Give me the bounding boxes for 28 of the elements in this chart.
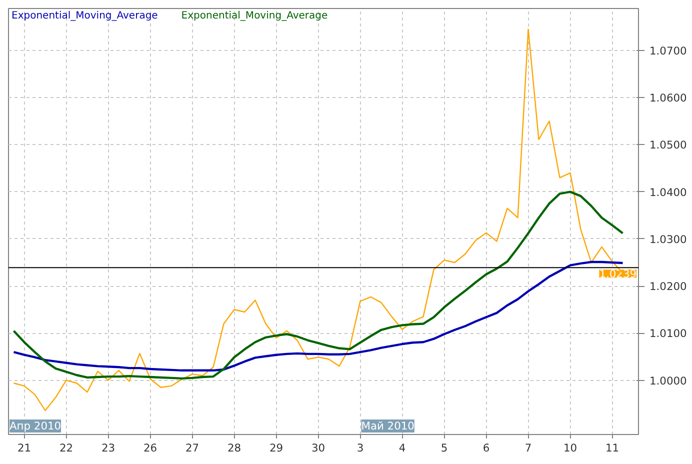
x-tick-label: 27	[185, 442, 200, 454]
y-tick-label: 1.0600	[650, 92, 688, 105]
x-tick-label: 21	[17, 442, 32, 454]
x-tick-label: 4	[398, 442, 406, 454]
y-tick-label: 1.0700	[650, 44, 688, 58]
y-tick-label: 1.0500	[650, 138, 688, 152]
text: Exponential_Moving_Average	[181, 10, 328, 22]
y-tick-label: 1.0400	[650, 186, 688, 199]
x-tick-label: 5	[440, 442, 448, 454]
annotation: Апр 2010	[10, 420, 62, 432]
x-tick-label: 7	[524, 442, 532, 454]
x-tick-label: 11	[605, 442, 620, 454]
x-tick-label: 29	[269, 442, 284, 454]
x-tick-label: 30	[311, 442, 326, 454]
y-tick-label: 1.0000	[650, 374, 688, 388]
y-tick-label: 1.0200	[650, 280, 688, 294]
annotation: Май 2010	[361, 420, 415, 432]
text: Exponential_Moving_Average	[12, 10, 158, 22]
x-tick-label: 6	[482, 442, 490, 454]
x-tick-label: 23	[101, 442, 116, 454]
x-tick-label: 22	[59, 442, 74, 454]
y-tick-label: 1.0300	[650, 232, 688, 246]
x-tick-label: 26	[143, 442, 158, 454]
x-tick-label: 3	[356, 442, 364, 454]
x-tick-label: 10	[563, 442, 578, 454]
x-tick-label: 28	[227, 442, 242, 454]
ref-line-label: 1.0239	[599, 268, 637, 281]
y-tick-label: 1.0100	[650, 327, 688, 340]
